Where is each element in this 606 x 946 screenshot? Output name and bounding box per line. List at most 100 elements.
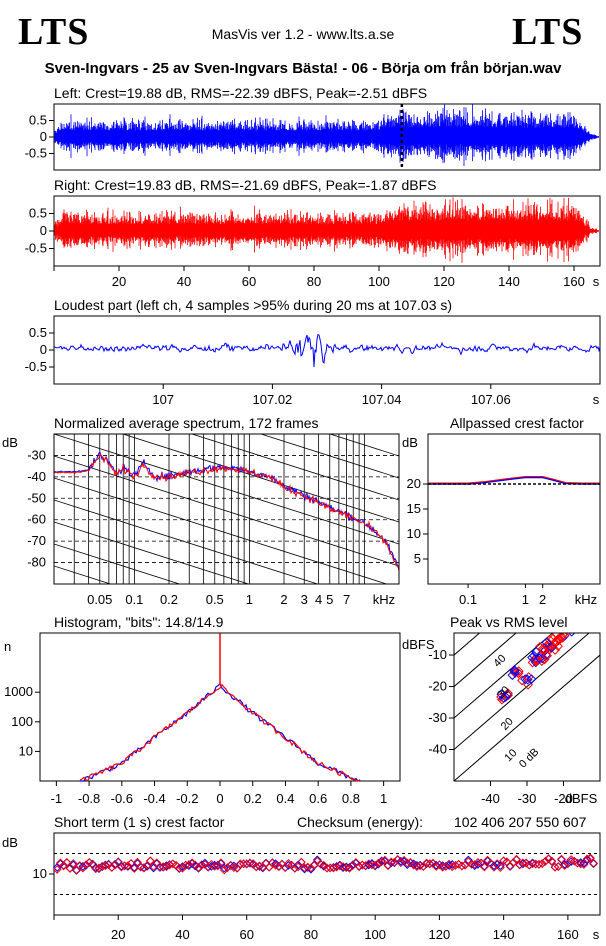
shortcrest-point: [52, 865, 62, 874]
histogram-ytick-label-2: 10: [19, 743, 33, 758]
shortcrest-point: [479, 861, 489, 871]
shortcrest-point: [393, 854, 403, 864]
shortcrest-point: [447, 862, 457, 872]
shortcrest-point: [287, 861, 297, 870]
shortcrest-point: [582, 855, 592, 865]
peakrms-point: [520, 674, 531, 685]
peakrms-xtick-label-1: -30: [518, 791, 537, 806]
allpass-ytick-label-0: 20: [407, 476, 421, 491]
loudest-xunit: s: [593, 392, 600, 407]
shortcrest-point: [399, 857, 409, 866]
peakrms-point: [509, 665, 520, 676]
file-title: Sven-Ingvars - 25 av Sven-Ingvars Bästa!…: [44, 60, 562, 77]
spectrum-slope-17: [54, 632, 399, 742]
right-xtick-label-3: 80: [307, 274, 321, 289]
spectrum-xtick-label-8: 5: [326, 592, 333, 607]
shortcrest-point: [312, 856, 322, 866]
shortcrest-point: [374, 859, 383, 869]
loudest-xtick-label-3: 107.06: [471, 392, 511, 407]
peakrms-xlabel: dBFS: [565, 791, 598, 806]
shortcrest-point: [277, 859, 287, 869]
allpass-ytick-label-1: 15: [407, 501, 421, 516]
shortcrest-point: [187, 859, 197, 869]
shortcrest-point: [345, 863, 354, 872]
spectrum-slope-13: [54, 543, 181, 584]
shortcrest-point: [142, 862, 152, 871]
spectrum-ytick-label-5: -80: [27, 555, 46, 570]
shortcrest-point: [418, 862, 428, 871]
loudest-title: Loudest part (left ch, 4 samples >95% du…: [54, 297, 452, 313]
shortcrest-point: [62, 858, 72, 868]
allpass-xunit: kHz: [575, 592, 597, 607]
peakrms-point: [527, 652, 538, 663]
spectrum-xunit: kHz: [373, 592, 395, 607]
shortcrest-point: [178, 862, 187, 872]
shortcrest-point: [306, 863, 316, 873]
shortcrest-point: [216, 858, 226, 868]
allpass-ytick-label-3: 5: [414, 551, 421, 566]
peakrms-point: [553, 641, 564, 652]
right-xtick-label-7: 160: [563, 274, 585, 289]
spectrum-slope-11: [54, 499, 319, 584]
allpass-xtick-label-0: 0.1: [459, 592, 477, 607]
shortcrest-point: [145, 856, 155, 866]
shortcrest-point: [390, 857, 399, 867]
spectrum-slope-5: [259, 434, 399, 479]
shortcrest-point: [512, 854, 521, 864]
spectrum-ytick-label-2: -50: [27, 490, 46, 505]
spectrum-right-curve: [54, 453, 399, 571]
spectrum-ytick-label-4: -70: [27, 533, 46, 548]
shortcrest-point: [370, 861, 380, 871]
shortcrest-xunit: s: [593, 927, 600, 942]
peakrms-diag-label-4: 0 dB: [517, 746, 541, 770]
shortcrest-point: [190, 861, 200, 871]
shortcrest-xtick-label-2: 60: [239, 927, 253, 942]
peakrms-xtick-label-0: -40: [481, 791, 500, 806]
shortcrest-point: [544, 854, 553, 864]
right-xtick-label-2: 60: [242, 274, 256, 289]
histogram-title: Histogram, "bits": 14.8/14.9: [54, 614, 224, 630]
shortcrest-point: [165, 860, 175, 870]
shortcrest-point: [184, 861, 194, 871]
shortcrest-point: [123, 862, 133, 871]
peakrms-point: [526, 674, 537, 685]
spectrum-xtick-label-1: 0.1: [125, 592, 143, 607]
shortcrest-xtick-label-4: 100: [364, 927, 386, 942]
histogram-left-curve: [80, 682, 361, 782]
shortcrest-point: [483, 856, 492, 866]
peakrms-ytick-label-0: -10: [428, 647, 447, 662]
spectrum-xtick-label-9: 7: [343, 592, 350, 607]
right-xtick-label-0: 20: [112, 274, 126, 289]
spectrum-xtick-label-5: 2: [280, 592, 287, 607]
shortcrest-point: [178, 863, 187, 873]
shortcrest-point: [541, 856, 550, 866]
lts-logo-left: LTS: [18, 11, 90, 53]
allpass-frame: [427, 433, 601, 585]
shortcrest-point: [557, 854, 566, 864]
shortcrest-point: [194, 863, 203, 872]
shortcrest-point: [84, 858, 94, 867]
shortcrest-point: [68, 860, 78, 870]
shortcrest-point: [374, 858, 383, 868]
shortcrest-point: [162, 862, 171, 872]
peakrms-point: [534, 653, 545, 664]
spectrum-slope-7: [121, 434, 399, 523]
peakrms-point: [496, 689, 507, 700]
histogram-xtick-label-7: 0.4: [276, 791, 294, 806]
peakrms-ytick-label-3: -40: [428, 742, 447, 757]
loudest-ytick-label-2: -0.5: [25, 359, 47, 374]
lts-logo-right: LTS: [512, 11, 584, 53]
spectrum-slope-2: [54, 302, 399, 412]
shortcrest-xtick-label-3: 80: [304, 927, 318, 942]
peakrms-point: [552, 634, 563, 645]
shortcrest-point: [406, 857, 415, 867]
peakrms-ytick-label-1: -20: [428, 679, 447, 694]
histogram-ylabel: n: [4, 639, 11, 654]
allpass-xtick-label-2: 2: [539, 592, 546, 607]
peakrms-point: [496, 692, 507, 702]
shortcrest-point: [396, 858, 406, 868]
spectrum-slope-9: [54, 455, 399, 567]
histogram-ytick-label-1: 100: [11, 714, 33, 729]
shortcrest-point: [56, 858, 65, 868]
shortcrest-point: [348, 861, 358, 871]
